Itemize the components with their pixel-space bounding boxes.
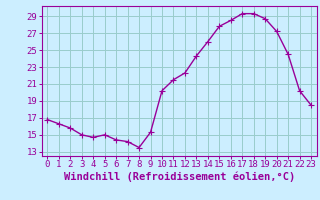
X-axis label: Windchill (Refroidissement éolien,°C): Windchill (Refroidissement éolien,°C): [64, 172, 295, 182]
